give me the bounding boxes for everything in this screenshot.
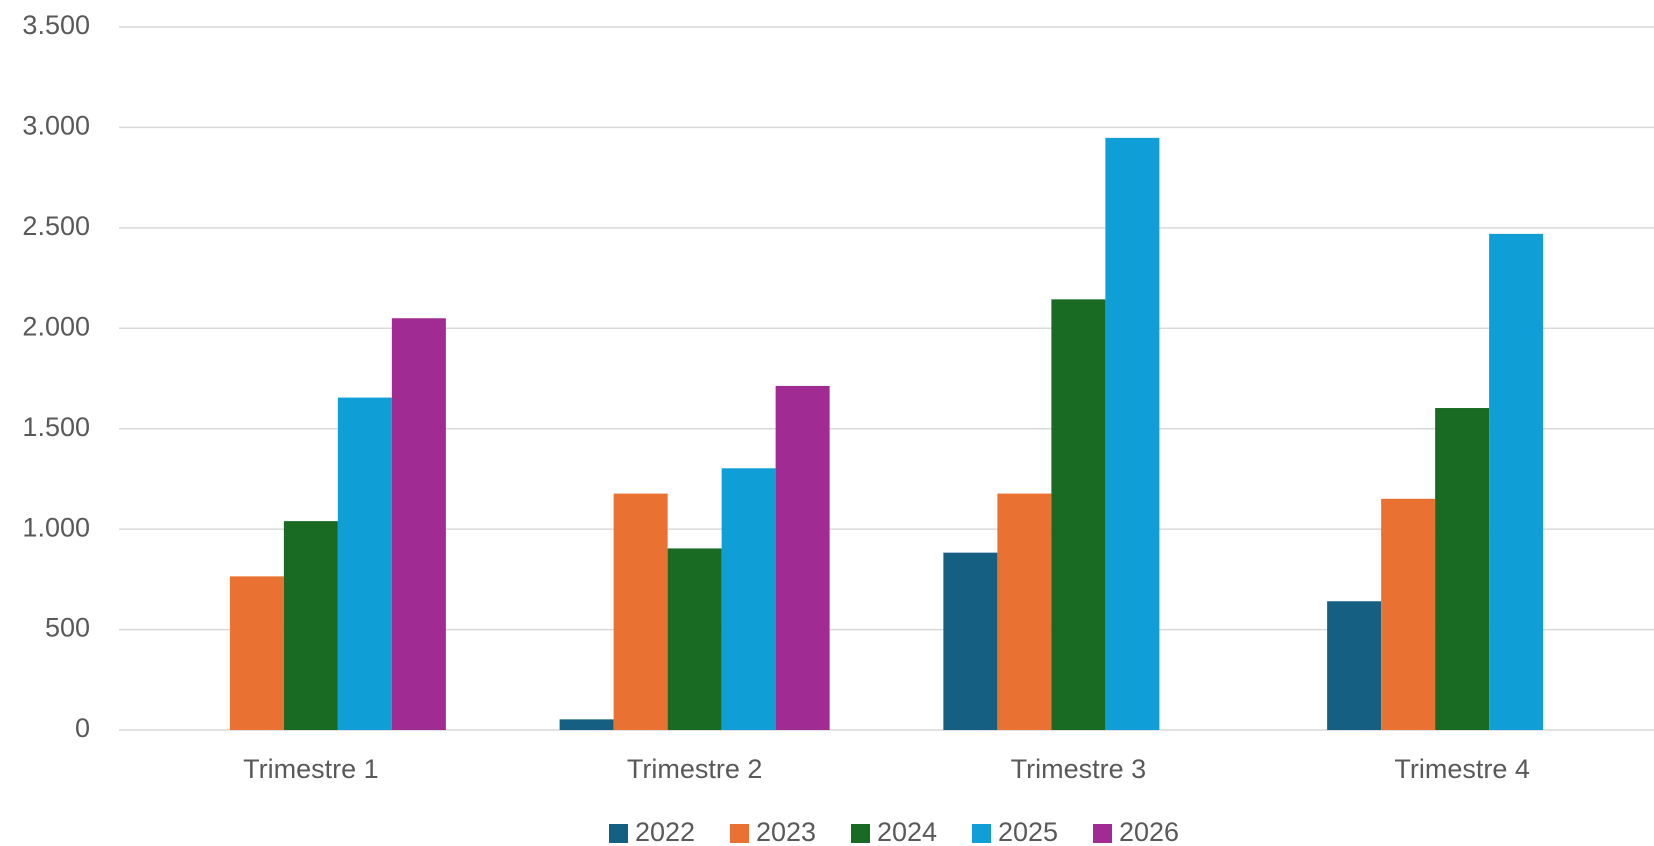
bar (613, 493, 668, 730)
bar (997, 493, 1052, 730)
bar (283, 521, 338, 730)
legend-label: 2023 (756, 817, 816, 846)
bar (1381, 498, 1436, 730)
legend-swatch (851, 824, 870, 843)
bar (1435, 408, 1490, 730)
y-tick-label: 2.500 (22, 211, 90, 241)
x-tick-label: Trimestre 1 (243, 754, 379, 784)
bar (229, 576, 284, 730)
y-tick-label: 1.500 (22, 412, 90, 442)
y-tick-label: 0 (75, 713, 90, 743)
bar (559, 719, 614, 730)
bar (943, 552, 998, 730)
y-tick-label: 3.000 (22, 111, 90, 141)
bar (1327, 601, 1382, 730)
y-tick-label: 2.000 (22, 311, 90, 341)
y-tick-label: 3.500 (22, 10, 90, 40)
bar (337, 397, 392, 730)
legend-swatch (972, 824, 991, 843)
bar (721, 468, 776, 730)
legend-swatch (1093, 824, 1112, 843)
legend-label: 2025 (998, 817, 1058, 846)
bar (667, 548, 722, 730)
bar (775, 385, 830, 730)
bar (391, 318, 446, 730)
y-tick-label: 500 (45, 613, 90, 643)
legend-label: 2024 (877, 817, 937, 846)
legend-label: 2022 (635, 817, 695, 846)
bar (1105, 137, 1160, 730)
bar (1051, 299, 1106, 730)
legend-swatch (730, 824, 749, 843)
x-tick-label: Trimestre 2 (627, 754, 763, 784)
x-tick-label: Trimestre 3 (1011, 754, 1147, 784)
bar (1489, 233, 1544, 730)
y-tick-label: 1.000 (22, 512, 90, 542)
legend-label: 2026 (1119, 817, 1179, 846)
x-tick-label: Trimestre 4 (1394, 754, 1530, 784)
legend-swatch (609, 824, 628, 843)
